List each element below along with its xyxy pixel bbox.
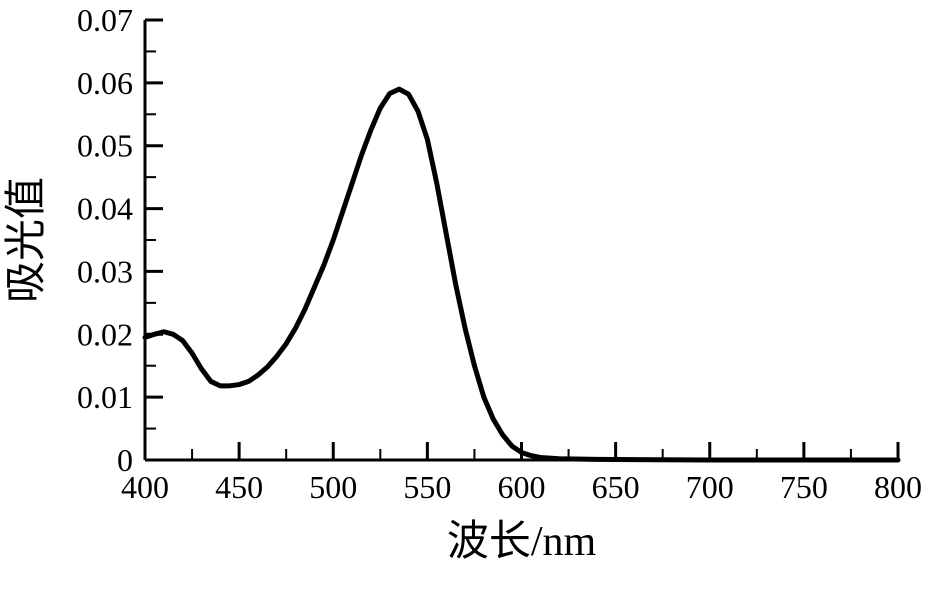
y-tick-label: 0.04: [77, 191, 133, 227]
x-tick-label: 450: [215, 469, 263, 505]
x-tick-label: 700: [686, 469, 734, 505]
x-tick-label: 650: [592, 469, 640, 505]
x-tick-label: 550: [403, 469, 451, 505]
y-tick-label: 0.07: [77, 2, 133, 38]
x-tick-label: 500: [309, 469, 357, 505]
x-axis-label: 波长/nm: [447, 519, 597, 565]
y-axis-label: 吸光值: [4, 177, 50, 303]
x-tick-label: 750: [780, 469, 828, 505]
y-tick-label: 0.01: [77, 379, 133, 415]
y-tick-label: 0.02: [77, 316, 133, 352]
absorbance-curve: [145, 89, 898, 460]
y-tick-label: 0.06: [77, 65, 133, 101]
y-tick-label: 0.03: [77, 253, 133, 289]
chart-svg: 40045050055060065070075080000.010.020.03…: [0, 0, 928, 592]
x-tick-label: 600: [498, 469, 546, 505]
y-tick-label: 0: [117, 442, 133, 478]
y-tick-label: 0.05: [77, 128, 133, 164]
x-tick-label: 800: [874, 469, 922, 505]
absorbance-spectrum-chart: 40045050055060065070075080000.010.020.03…: [0, 0, 928, 592]
